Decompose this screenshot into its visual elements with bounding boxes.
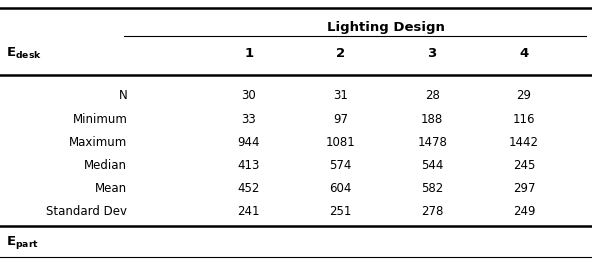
Text: Median: Median xyxy=(84,159,127,172)
Text: $\mathbf{E}_{\mathbf{part}}$: $\mathbf{E}_{\mathbf{part}}$ xyxy=(6,234,39,251)
Text: 29: 29 xyxy=(516,89,532,103)
Text: 1081: 1081 xyxy=(326,136,355,149)
Text: Lighting Design: Lighting Design xyxy=(327,21,445,34)
Text: 97: 97 xyxy=(333,113,348,126)
Text: 278: 278 xyxy=(421,205,443,218)
Text: 1442: 1442 xyxy=(509,136,539,149)
Text: 574: 574 xyxy=(329,159,352,172)
Text: Mean: Mean xyxy=(95,182,127,195)
Text: 249: 249 xyxy=(513,205,535,218)
Text: Maximum: Maximum xyxy=(69,136,127,149)
Text: 241: 241 xyxy=(237,205,260,218)
Text: 297: 297 xyxy=(513,182,535,195)
Text: 4: 4 xyxy=(519,47,529,60)
Text: 452: 452 xyxy=(237,182,260,195)
Text: N: N xyxy=(118,89,127,103)
Text: 1: 1 xyxy=(244,47,253,60)
Text: 3: 3 xyxy=(427,47,437,60)
Text: 28: 28 xyxy=(424,89,440,103)
Text: 251: 251 xyxy=(329,205,352,218)
Text: 2: 2 xyxy=(336,47,345,60)
Text: 944: 944 xyxy=(237,136,260,149)
Text: Minimum: Minimum xyxy=(72,113,127,126)
Text: 245: 245 xyxy=(513,159,535,172)
Text: Standard Dev: Standard Dev xyxy=(46,205,127,218)
Text: 33: 33 xyxy=(242,113,256,126)
Text: 116: 116 xyxy=(513,113,535,126)
Text: 582: 582 xyxy=(421,182,443,195)
Text: 1478: 1478 xyxy=(417,136,447,149)
Text: 31: 31 xyxy=(333,89,348,103)
Text: 413: 413 xyxy=(237,159,260,172)
Text: $\mathbf{E}_{\mathbf{desk}}$: $\mathbf{E}_{\mathbf{desk}}$ xyxy=(6,46,42,62)
Text: 544: 544 xyxy=(421,159,443,172)
Text: 30: 30 xyxy=(242,89,256,103)
Text: 188: 188 xyxy=(421,113,443,126)
Text: 604: 604 xyxy=(329,182,352,195)
